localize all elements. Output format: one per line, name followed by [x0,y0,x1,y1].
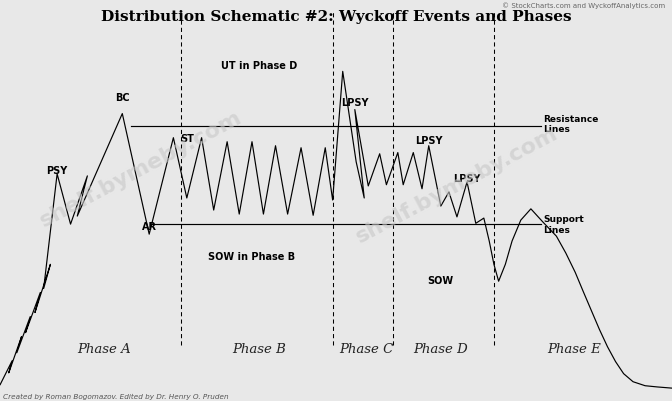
Text: Created by Roman Bogomazov. Edited by Dr. Henry O. Pruden: Created by Roman Bogomazov. Edited by Dr… [3,393,229,399]
Text: AR: AR [142,222,157,231]
Text: Resistance
Lines: Resistance Lines [543,115,598,134]
Text: ST: ST [180,134,194,143]
Text: SOW: SOW [427,276,453,286]
Text: SOW in Phase B: SOW in Phase B [208,252,296,261]
Text: LPSY: LPSY [415,136,442,145]
Text: LPSY: LPSY [454,174,480,183]
Text: Phase A: Phase A [77,342,131,355]
Text: shelf.bymeby.com: shelf.bymeby.com [353,123,561,246]
Text: Phase C: Phase C [339,342,393,355]
Text: Support
Lines: Support Lines [543,215,584,234]
Text: Phase B: Phase B [232,342,286,355]
Text: Phase D: Phase D [413,342,468,355]
Text: UT in Phase D: UT in Phase D [220,61,297,71]
Text: Phase E: Phase E [548,342,601,355]
Text: LPSY: LPSY [341,97,368,107]
Text: © StockCharts.com and WyckoffAnalytics.com: © StockCharts.com and WyckoffAnalytics.c… [502,2,665,9]
Text: BC: BC [115,93,130,103]
Text: Distribution Schematic #2: Wyckoff Events and Phases: Distribution Schematic #2: Wyckoff Event… [101,10,571,24]
Text: shelf.bymeby.com: shelf.bymeby.com [37,107,245,230]
Text: PSY: PSY [46,166,68,175]
